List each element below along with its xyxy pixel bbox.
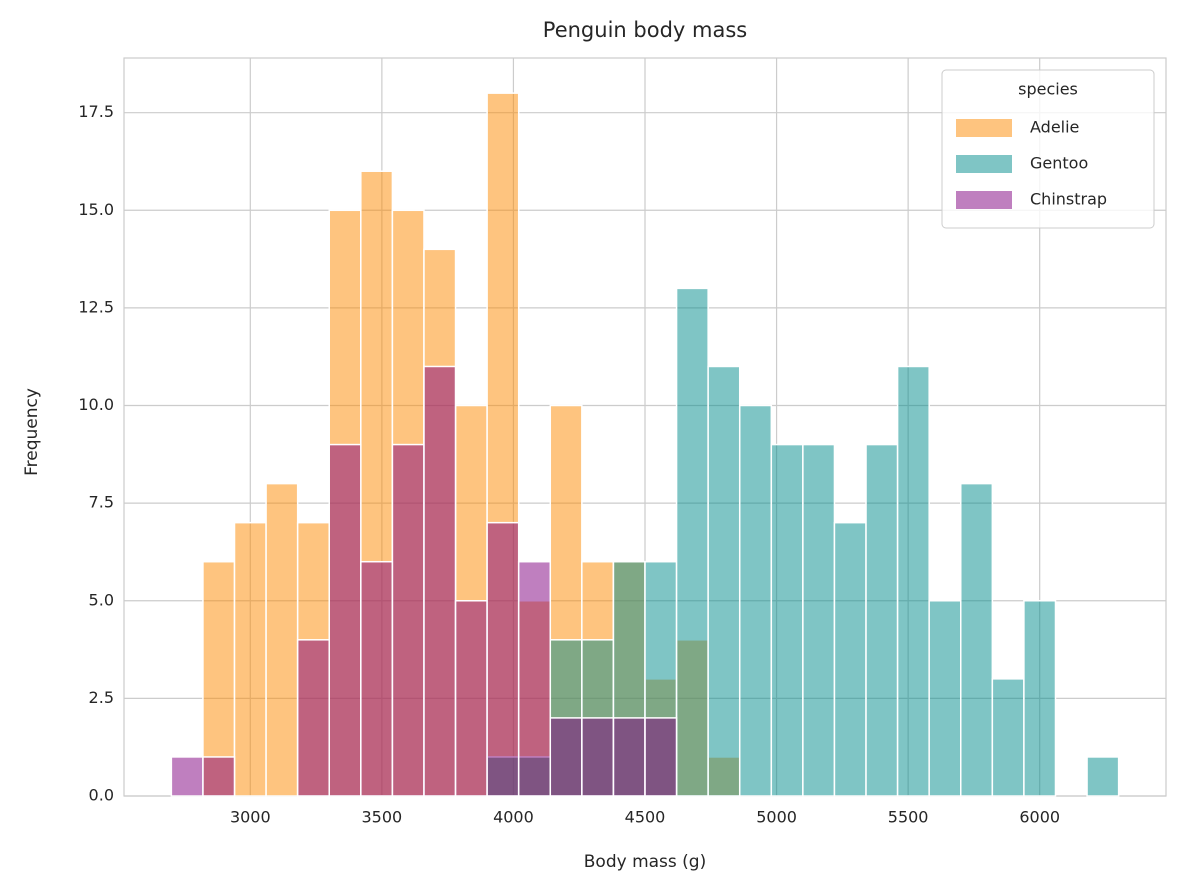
bar [612, 717, 646, 797]
bar [1023, 600, 1057, 797]
bar [581, 717, 615, 797]
bar [265, 482, 299, 797]
bar [675, 287, 709, 797]
x-tick-label: 4500 [625, 808, 666, 827]
bar [233, 521, 267, 797]
legend-label: Chinstrap [1030, 190, 1107, 209]
bar [644, 717, 678, 797]
bar [549, 717, 583, 797]
bar [391, 443, 425, 797]
bar [170, 756, 204, 797]
y-tick-label: 7.5 [89, 493, 114, 512]
x-tick-label: 5500 [888, 808, 929, 827]
x-tick-label: 5000 [756, 808, 797, 827]
legend-swatch [956, 155, 1012, 173]
x-tick-label: 3500 [362, 808, 403, 827]
bar [928, 600, 962, 797]
bar [738, 404, 773, 797]
bar [202, 756, 236, 797]
bar [296, 639, 330, 797]
y-tick-label: 0.0 [89, 786, 114, 805]
bar [423, 365, 457, 797]
y-tick-label: 12.5 [78, 297, 114, 316]
y-tick-label: 15.0 [78, 200, 114, 219]
bar [486, 521, 520, 797]
bar [802, 443, 836, 797]
legend-swatch [956, 119, 1012, 137]
bar [517, 560, 552, 797]
bar [896, 365, 930, 797]
bar [960, 482, 994, 797]
y-tick-label: 17.5 [78, 102, 114, 121]
bar [770, 443, 804, 797]
chart-title: Penguin body mass [543, 18, 747, 42]
y-tick-label: 2.5 [89, 688, 114, 707]
bar [1086, 756, 1120, 797]
bar [360, 560, 394, 797]
x-axis-label: Body mass (g) [584, 852, 706, 872]
y-tick-label: 5.0 [89, 590, 114, 609]
bar [833, 521, 867, 797]
bar [991, 678, 1025, 797]
x-tick-label: 4000 [493, 808, 534, 827]
legend-title: species [1018, 80, 1078, 99]
bar [865, 443, 899, 797]
legend-label: Gentoo [1030, 154, 1088, 173]
y-tick-label: 10.0 [78, 395, 114, 414]
legend-label: Adelie [1030, 118, 1079, 137]
y-axis-label: Frequency [22, 388, 42, 476]
x-tick-label: 3000 [230, 808, 271, 827]
legend-swatch [956, 191, 1012, 209]
bar [707, 365, 741, 797]
legend-box [941, 69, 1155, 229]
x-tick-label: 6000 [1019, 808, 1060, 827]
bar [328, 443, 362, 797]
bar [454, 600, 488, 797]
